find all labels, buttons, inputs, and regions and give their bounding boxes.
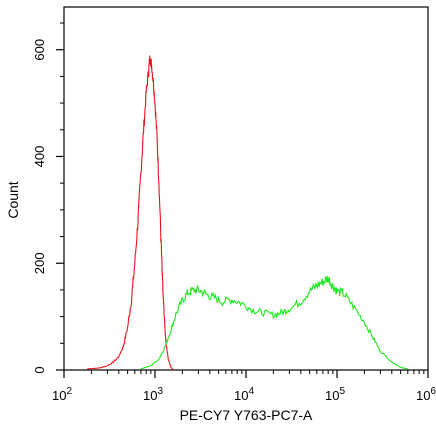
x-tick-label: 102 [52,386,72,403]
x-tick-label: 106 [416,386,436,403]
x-tick-label: 103 [143,386,163,403]
series-layer [87,55,408,371]
x-tick-label: 104 [234,386,254,403]
y-axis-title: Count [5,181,21,218]
y-tick-label: 400 [32,146,47,168]
y-tick-label: 600 [32,39,47,61]
x-axis-title: PE-CY7 Y763-PC7-A [180,407,313,423]
histogram-series-2 [140,275,408,370]
x-tick-label: 105 [325,386,345,403]
y-axis-ticks: 0 200 400 600 [32,22,64,374]
plot-area [63,6,429,371]
y-tick-label: 200 [32,252,47,274]
y-tick-label: 0 [32,366,47,373]
histogram-series-1 [87,55,174,371]
x-axis-ticks: 102 103 104 105 106 [52,370,436,403]
